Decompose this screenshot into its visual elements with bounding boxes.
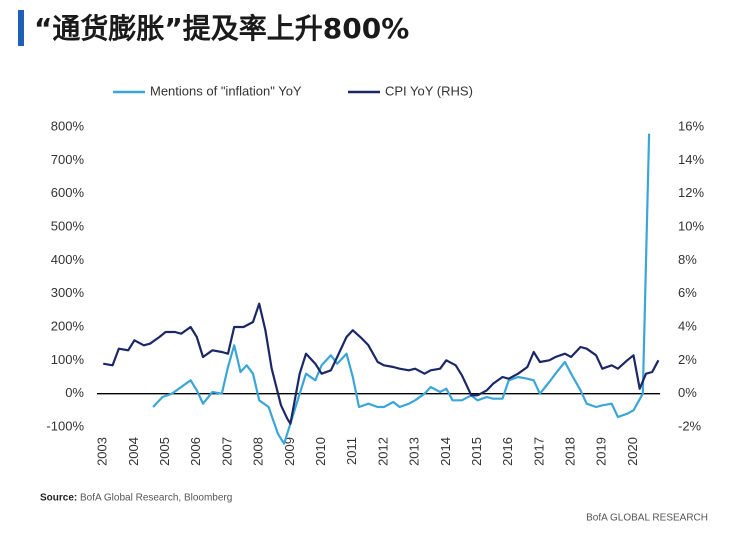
series-line	[152, 133, 651, 445]
y-tick-label: 100%	[51, 352, 85, 367]
y2-tick-label: 8%	[678, 252, 697, 267]
y-tick-label: 300%	[51, 285, 85, 300]
x-tick-label: 2015	[469, 437, 484, 466]
legend-label: Mentions of "inflation" YoY	[150, 83, 302, 98]
series-line	[103, 302, 660, 425]
y2-tick-label: 14%	[678, 152, 704, 167]
y-tick-label: 600%	[51, 185, 85, 200]
y-tick-label: 200%	[51, 318, 85, 333]
y2-tick-label: 0%	[678, 385, 697, 400]
x-tick-label: 2003	[95, 437, 110, 466]
x-tick-label: 2010	[313, 437, 328, 466]
y-tick-label: -100%	[46, 418, 84, 433]
legend-label: CPI YoY (RHS)	[385, 83, 473, 98]
source: BofA Global Research, Bloomberg	[80, 493, 232, 504]
x-tick-label: 2004	[126, 437, 141, 466]
y2-tick-label: 6%	[678, 285, 697, 300]
x-tick-label: 2017	[531, 437, 546, 466]
x-tick-label: 2018	[563, 437, 578, 466]
x-tick-label: 2005	[157, 437, 172, 466]
x-tick-label: 2016	[500, 437, 515, 466]
x-tick-label: 2011	[344, 437, 359, 465]
x-tick-label: 2008	[251, 437, 266, 466]
y2-tick-label: 4%	[678, 318, 697, 333]
y-tick-label: 700%	[51, 152, 85, 167]
y-tick-label: 800%	[51, 118, 85, 133]
source-label: Source:	[40, 493, 77, 504]
x-tick-label: 2007	[219, 437, 234, 466]
y-tick-label: 500%	[51, 218, 85, 233]
brand: BofA GLOBAL RESEARCH	[586, 513, 708, 524]
x-tick-label: 2012	[375, 437, 390, 466]
x-tick-label: 2019	[594, 437, 609, 466]
x-tick-label: 2013	[407, 437, 422, 466]
x-tick-label: 2020	[625, 437, 640, 466]
y-tick-label: 400%	[51, 252, 85, 267]
y2-tick-label: 2%	[678, 352, 697, 367]
chart-title: “通货膨胀”提及率上升800%	[34, 12, 409, 45]
y2-tick-label: -2%	[678, 418, 702, 433]
x-tick-label: 2014	[438, 437, 453, 466]
x-tick-label: 2006	[188, 437, 203, 466]
title-accent	[18, 10, 24, 46]
y2-tick-label: 16%	[678, 118, 704, 133]
x-tick-label: 2009	[282, 437, 297, 466]
y2-tick-label: 12%	[678, 185, 704, 200]
y2-tick-label: 10%	[678, 218, 704, 233]
y-tick-label: 0%	[65, 385, 84, 400]
